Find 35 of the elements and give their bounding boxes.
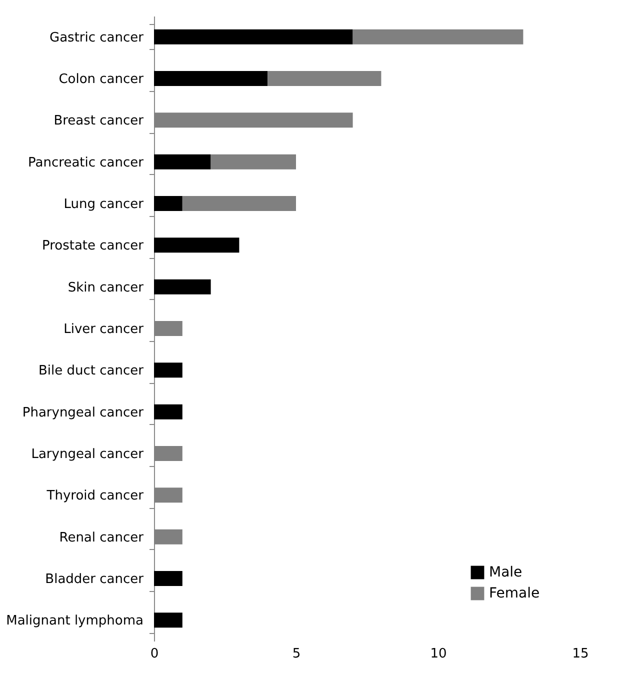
y-tick-label: Pancreatic cancer [28, 155, 144, 170]
bar [154, 612, 182, 628]
y-tick-label: Thyroid cancer [46, 488, 144, 504]
bar [154, 196, 182, 211]
y-tick-label: Liver cancer [64, 322, 144, 337]
y-tick-label: Lung cancer [64, 197, 144, 212]
legend-label: Female [489, 586, 540, 602]
y-tick-label: Prostate cancer [42, 238, 144, 254]
x-tick-label: 10 [430, 646, 447, 662]
bar [154, 279, 211, 294]
bar [154, 29, 353, 44]
bar [154, 571, 182, 586]
y-tick-label: Gastric cancer [50, 30, 144, 46]
bar [182, 196, 296, 211]
legend-label: Male [489, 564, 522, 580]
bar [154, 238, 240, 253]
y-tick-label: Renal cancer [59, 530, 144, 546]
y-tick-label: Colon cancer [58, 72, 144, 87]
x-tick-label: 15 [572, 646, 589, 662]
bar [154, 71, 268, 86]
x-tick-label: 5 [292, 646, 301, 662]
y-tick-label: Bladder cancer [45, 572, 144, 587]
bar [154, 154, 211, 170]
y-tick-label: Bile duct cancer [38, 364, 144, 379]
y-tick-label: Breast cancer [54, 114, 144, 129]
bar [154, 362, 182, 378]
bar [154, 404, 182, 420]
y-tick-label: Pharyngeal cancer [22, 405, 144, 420]
y-tick-label: Laryngeal cancer [31, 447, 144, 462]
x-tick-label: 0 [150, 646, 159, 662]
y-tick-label: Malignant lymphoma [6, 614, 144, 629]
bar [352, 29, 524, 44]
y-tick-label: Skin cancer [68, 280, 144, 296]
bar [268, 71, 382, 86]
bar [210, 154, 296, 170]
